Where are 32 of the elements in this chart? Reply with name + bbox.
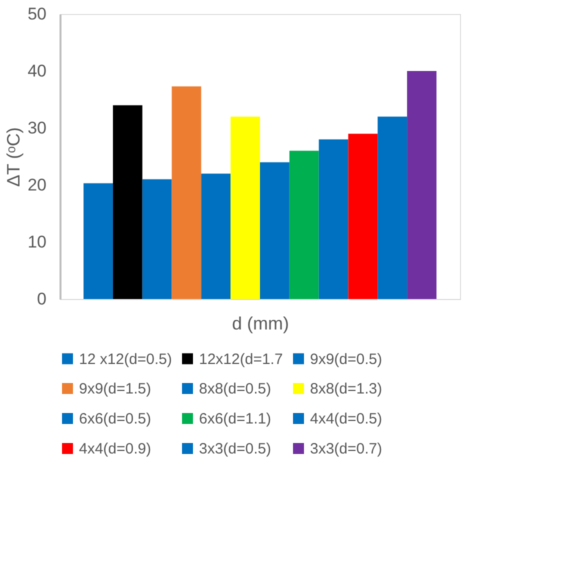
y-tick-label: 10 (28, 232, 46, 252)
legend-label: 4x4(d=0.5) (310, 410, 382, 428)
legend-label: 6x6(d=1.1) (199, 410, 272, 428)
bar (230, 116, 260, 299)
y-tick-label: 20 (28, 176, 46, 194)
y-tick-label: 50 (28, 4, 46, 24)
bar (318, 139, 348, 299)
bar (84, 183, 113, 299)
legend-label: 3x3(d=0.7) (310, 440, 382, 458)
x-axis-title: d (mm) (232, 314, 289, 334)
legend-label: 12 x12(d=0.5) (79, 350, 172, 368)
y-tick-label: 30 (28, 118, 46, 138)
legend-label: 12x12(d=1.7 (199, 350, 283, 368)
y-tick-label: 40 (28, 62, 46, 80)
legend-label: 8x8(d=1.3) (310, 380, 382, 398)
bar (407, 71, 436, 299)
bar (112, 105, 142, 299)
y-tick-label: 0 (37, 290, 46, 308)
bar (201, 174, 231, 299)
legend-label: 6x6(d=0.5) (79, 410, 152, 428)
legend-label: 8x8(d=0.5) (199, 380, 272, 398)
legend-label: 9x9(d=1.5) (79, 380, 152, 398)
bar (378, 116, 408, 299)
y-axis-title: ΔT (ᵒC) (4, 127, 24, 187)
bar (172, 86, 202, 299)
bar (142, 179, 172, 299)
legend-label: 4x4(d=0.9) (79, 440, 152, 458)
bar (348, 134, 378, 299)
legend-label: 9x9(d=0.5) (310, 350, 382, 368)
bar (260, 162, 290, 299)
legend-label: 3x3(d=0.5) (199, 440, 272, 458)
bar (289, 150, 319, 299)
